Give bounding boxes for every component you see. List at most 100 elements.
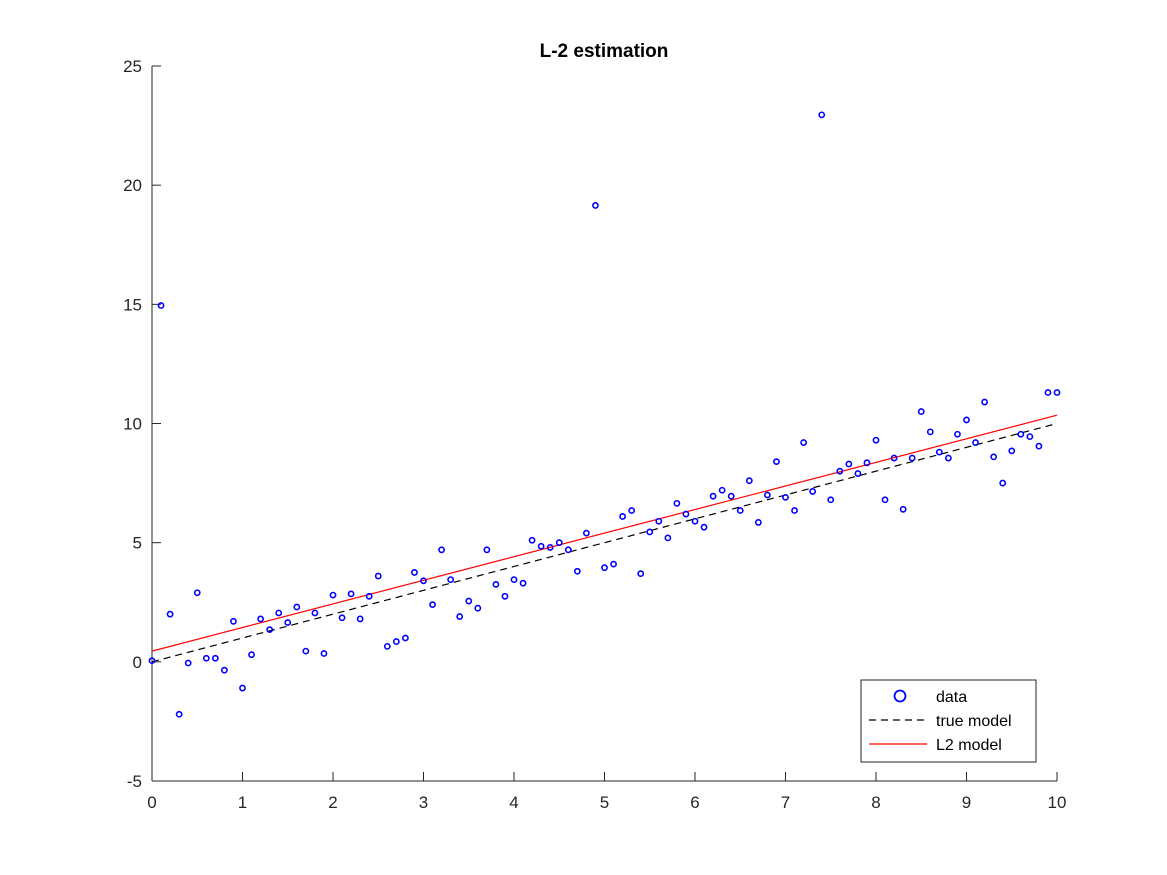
x-tick-label: 10 — [1048, 793, 1067, 812]
data-point — [890, 454, 898, 462]
x-tick-label: 3 — [419, 793, 428, 812]
data-point — [999, 479, 1007, 487]
data-point — [664, 534, 672, 542]
data-point — [573, 567, 581, 575]
data-point — [166, 610, 174, 618]
legend-box — [860, 679, 1037, 763]
data-point — [492, 580, 500, 588]
data-point — [881, 496, 889, 504]
data-point — [266, 626, 274, 634]
data-point — [917, 408, 925, 415]
data-point — [601, 564, 608, 572]
data-point — [800, 439, 807, 446]
data-point — [184, 659, 192, 667]
y-tick-label: 25 — [123, 57, 142, 76]
data-point — [338, 614, 346, 622]
data-point — [356, 615, 364, 623]
data-point — [510, 576, 518, 584]
y-tick-label: 15 — [123, 295, 142, 314]
data-point — [727, 492, 735, 500]
x-tick-label: 2 — [328, 793, 337, 812]
series-line-true-model — [151, 422, 1058, 663]
data-point — [374, 572, 382, 580]
data-point — [963, 416, 970, 424]
data-point — [1026, 433, 1034, 441]
data-point — [420, 577, 427, 585]
data-point — [809, 488, 817, 495]
data-point — [302, 647, 310, 655]
data-point — [148, 657, 156, 665]
data-point — [365, 592, 373, 600]
data-point — [990, 453, 998, 461]
data-point — [347, 590, 355, 598]
data-point — [935, 448, 943, 456]
data-point — [311, 609, 319, 617]
data-point — [392, 638, 400, 645]
data-point — [157, 302, 165, 309]
data-point — [519, 579, 527, 587]
x-tick-label: 6 — [690, 793, 699, 812]
data-point — [863, 459, 871, 467]
x-tick-label: 4 — [509, 793, 518, 812]
data-point — [926, 428, 934, 436]
data-point — [754, 519, 762, 526]
data-point — [637, 570, 645, 578]
data-point — [275, 609, 283, 617]
data-point — [202, 654, 210, 662]
chart-title: L-2 estimation — [540, 41, 669, 62]
y-tick-label: -5 — [127, 772, 142, 791]
data-point — [691, 517, 699, 525]
data-point — [1008, 447, 1016, 455]
data-point — [718, 486, 726, 494]
data-point — [583, 529, 590, 537]
data-point — [175, 710, 183, 718]
series-line-l2-model — [151, 414, 1058, 652]
data-point — [646, 528, 654, 536]
data-point — [257, 615, 264, 623]
data-point — [320, 650, 328, 657]
x-tick-label: 7 — [781, 793, 790, 812]
data-point — [438, 546, 445, 554]
data-point — [908, 454, 916, 462]
data-point — [773, 458, 780, 466]
data-point — [827, 496, 835, 504]
data-point — [818, 111, 826, 119]
data-point — [610, 560, 617, 568]
data-point — [483, 546, 491, 554]
data-point — [872, 436, 880, 444]
data-point — [673, 499, 681, 507]
data-point — [592, 202, 599, 209]
data-point — [1044, 389, 1052, 396]
data-point — [700, 523, 708, 531]
y-tick-label: 0 — [133, 653, 142, 672]
data-point — [555, 539, 563, 547]
y-tick-label: 5 — [133, 534, 142, 553]
x-tick-label: 1 — [238, 793, 247, 812]
data-point — [745, 477, 753, 485]
data-point — [972, 439, 979, 446]
data-point — [429, 601, 436, 609]
y-tick-label: 20 — [123, 176, 142, 195]
data-point — [764, 491, 771, 499]
data-point — [628, 507, 636, 514]
data-point — [411, 569, 418, 576]
x-tick-label: 0 — [147, 793, 156, 812]
data-point — [655, 517, 663, 525]
data-point — [293, 603, 301, 611]
axes: 0 1 2 3 4 5 6 7 8 9 10 -5 0 5 10 15 20 25 — [123, 57, 1066, 812]
data-point — [736, 507, 744, 514]
data-point — [954, 430, 961, 438]
data-point — [791, 507, 798, 514]
data-point — [456, 613, 464, 620]
data-point — [501, 592, 509, 600]
data-point — [854, 470, 862, 477]
x-tick-label: 5 — [600, 793, 609, 812]
data-point — [945, 454, 952, 462]
data-point — [383, 642, 391, 650]
y-tick-label: 10 — [123, 415, 142, 434]
data-point — [836, 467, 844, 475]
data-point — [981, 398, 988, 406]
legend-marker-data — [893, 689, 907, 703]
data-point — [709, 492, 717, 500]
data-point — [899, 505, 907, 513]
